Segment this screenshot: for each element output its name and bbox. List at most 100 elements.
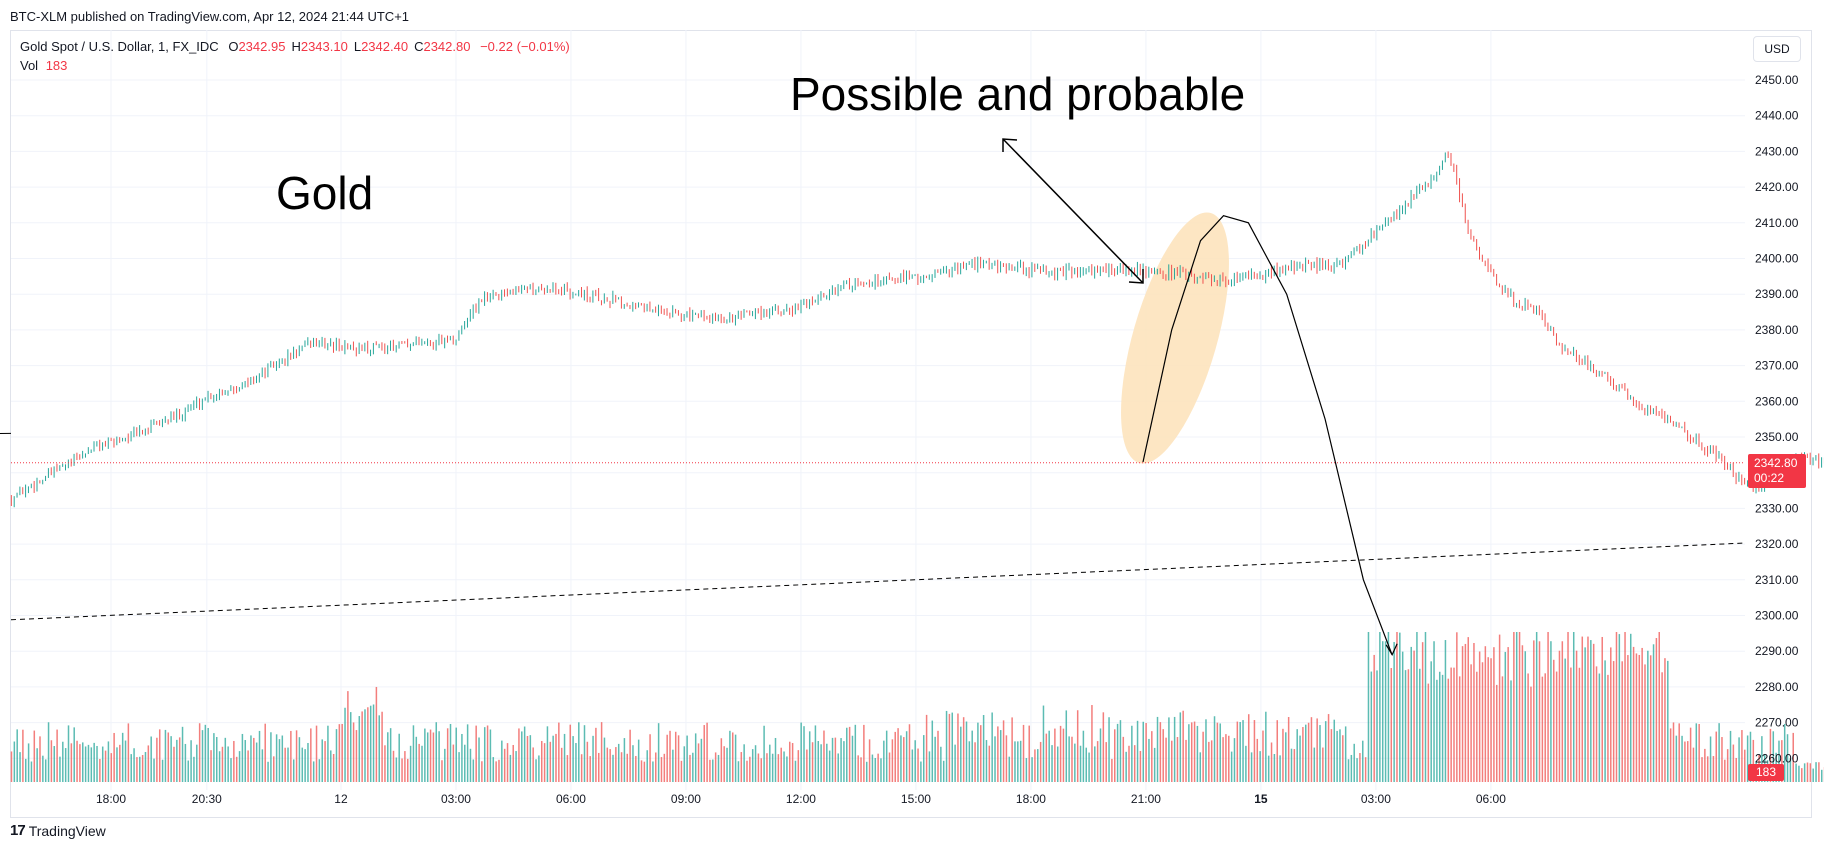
- volume-bar: [1664, 658, 1666, 782]
- volume-bar: [73, 727, 75, 782]
- time-tick-label: 18:00: [96, 792, 126, 806]
- volume-bar: [475, 725, 477, 782]
- volume-bar: [255, 742, 258, 782]
- volume-bar: [193, 756, 195, 782]
- volume-bar: [407, 758, 409, 782]
- volume-bar: [749, 756, 751, 782]
- drawings[interactable]: [1099, 201, 1251, 474]
- volume-bar: [925, 714, 928, 782]
- volume-bar: [1056, 746, 1059, 782]
- volume-bar: [546, 726, 549, 782]
- volume-bar: [897, 728, 899, 782]
- volume-bar: [717, 754, 720, 782]
- volume-bar: [347, 691, 349, 782]
- drawings-front[interactable]: [0, 138, 1746, 657]
- volume-bar: [666, 734, 668, 782]
- symbol-legend[interactable]: Gold Spot / U.S. Dollar, 1, FX_IDC O2342…: [20, 39, 570, 54]
- volume-bar: [1242, 720, 1244, 782]
- volume-bar: [1393, 642, 1395, 782]
- volume-bar: [1735, 757, 1737, 782]
- volume-bar: [994, 736, 996, 782]
- volume-bar: [1533, 640, 1535, 782]
- volume-bar: [1570, 667, 1572, 782]
- volume-bar: [997, 726, 999, 782]
- volume-bar: [1595, 666, 1598, 782]
- volume-bar: [1567, 632, 1569, 782]
- volume-bar: [640, 760, 643, 782]
- volume-bar: [435, 722, 438, 782]
- volume-bar: [1815, 762, 1817, 782]
- currency-button[interactable]: USD: [1753, 36, 1801, 62]
- volume-bar: [1011, 717, 1013, 782]
- volume-bar: [127, 723, 130, 782]
- volume-bar: [1504, 651, 1507, 782]
- time-axis[interactable]: 18:00 20:30 12 03:00 06:00 09:00 12:00 15:00 18:…: [96, 792, 1506, 806]
- last-price-value: 2342.80: [1754, 456, 1798, 470]
- curve-arrowhead-icon: [1385, 643, 1398, 657]
- volume-bar: [310, 728, 312, 782]
- volume-bar: [124, 740, 127, 782]
- volume-bar: [823, 730, 825, 782]
- annotation-title[interactable]: Possible and probable: [790, 68, 1246, 120]
- volume-bar: [1812, 768, 1814, 782]
- volume-bar: [1649, 655, 1652, 782]
- volume-bar: [689, 754, 691, 782]
- volume-bar: [1265, 711, 1267, 782]
- volume-bar: [643, 761, 646, 782]
- volume-bar: [421, 745, 423, 782]
- volume-bar: [1293, 749, 1296, 782]
- price-axis[interactable]: 2260.00 2270.00 2280.00 2290.00 2300.00 2310.…: [1755, 73, 1799, 765]
- volume-bar: [751, 749, 754, 782]
- annotation-gold[interactable]: Gold: [276, 167, 374, 219]
- time-tick-label: 20:30: [192, 792, 222, 806]
- time-tick-label: 06:00: [556, 792, 586, 806]
- volume-label: Vol: [20, 58, 39, 73]
- volume-bar: [743, 744, 745, 782]
- volume-bar: [93, 742, 95, 782]
- price-tick-label: 2350.00: [1755, 430, 1799, 444]
- volume-bar: [1689, 727, 1692, 782]
- volume-bar: [33, 730, 36, 782]
- volume-bar: [1513, 632, 1515, 782]
- volume-bar: [635, 755, 637, 782]
- volume-bar: [940, 746, 942, 782]
- volume-bar: [951, 712, 954, 782]
- tradingview-brand[interactable]: 17 TradingView: [10, 822, 106, 839]
- volume-bar: [540, 740, 543, 782]
- change-value: −0.22 (−0.01%): [480, 39, 570, 54]
- volume-bar: [287, 747, 289, 782]
- volume-bar: [1501, 676, 1504, 782]
- volume-bar: [392, 750, 395, 782]
- volume-bar: [609, 749, 611, 782]
- volume-bar: [908, 724, 911, 782]
- volume-bar: [1667, 660, 1669, 782]
- volume-bar: [552, 735, 554, 782]
- volume-bar: [481, 761, 483, 782]
- volume-bar: [1535, 632, 1538, 782]
- volume-bar: [369, 705, 372, 782]
- volume-bar: [56, 729, 58, 782]
- volume-bar: [726, 747, 728, 782]
- volume-bar: [76, 740, 78, 782]
- volume-bar: [1105, 742, 1107, 782]
- symbol-title[interactable]: Gold Spot / U.S. Dollar, 1, FX_IDC: [20, 39, 219, 54]
- volume-bar: [960, 726, 962, 782]
- volume-bar: [1669, 728, 1672, 782]
- volume-bar: [974, 742, 976, 782]
- volume-legend[interactable]: Vol 183: [20, 58, 67, 73]
- volume-bar: [1025, 758, 1028, 782]
- volume-bar: [957, 713, 959, 782]
- volume-bar: [1612, 661, 1615, 782]
- volume-bar: [1527, 673, 1529, 782]
- volume-bar: [79, 744, 81, 782]
- volume-bar: [1704, 748, 1706, 782]
- volume-bar: [694, 733, 697, 782]
- volume-bar: [1803, 763, 1806, 782]
- volume-bar: [1068, 736, 1070, 782]
- volume-bar: [378, 715, 380, 782]
- ohlc-key: H: [291, 39, 301, 54]
- volume-bar: [284, 747, 286, 782]
- volume-bar: [891, 739, 894, 782]
- volume-bar: [275, 734, 278, 782]
